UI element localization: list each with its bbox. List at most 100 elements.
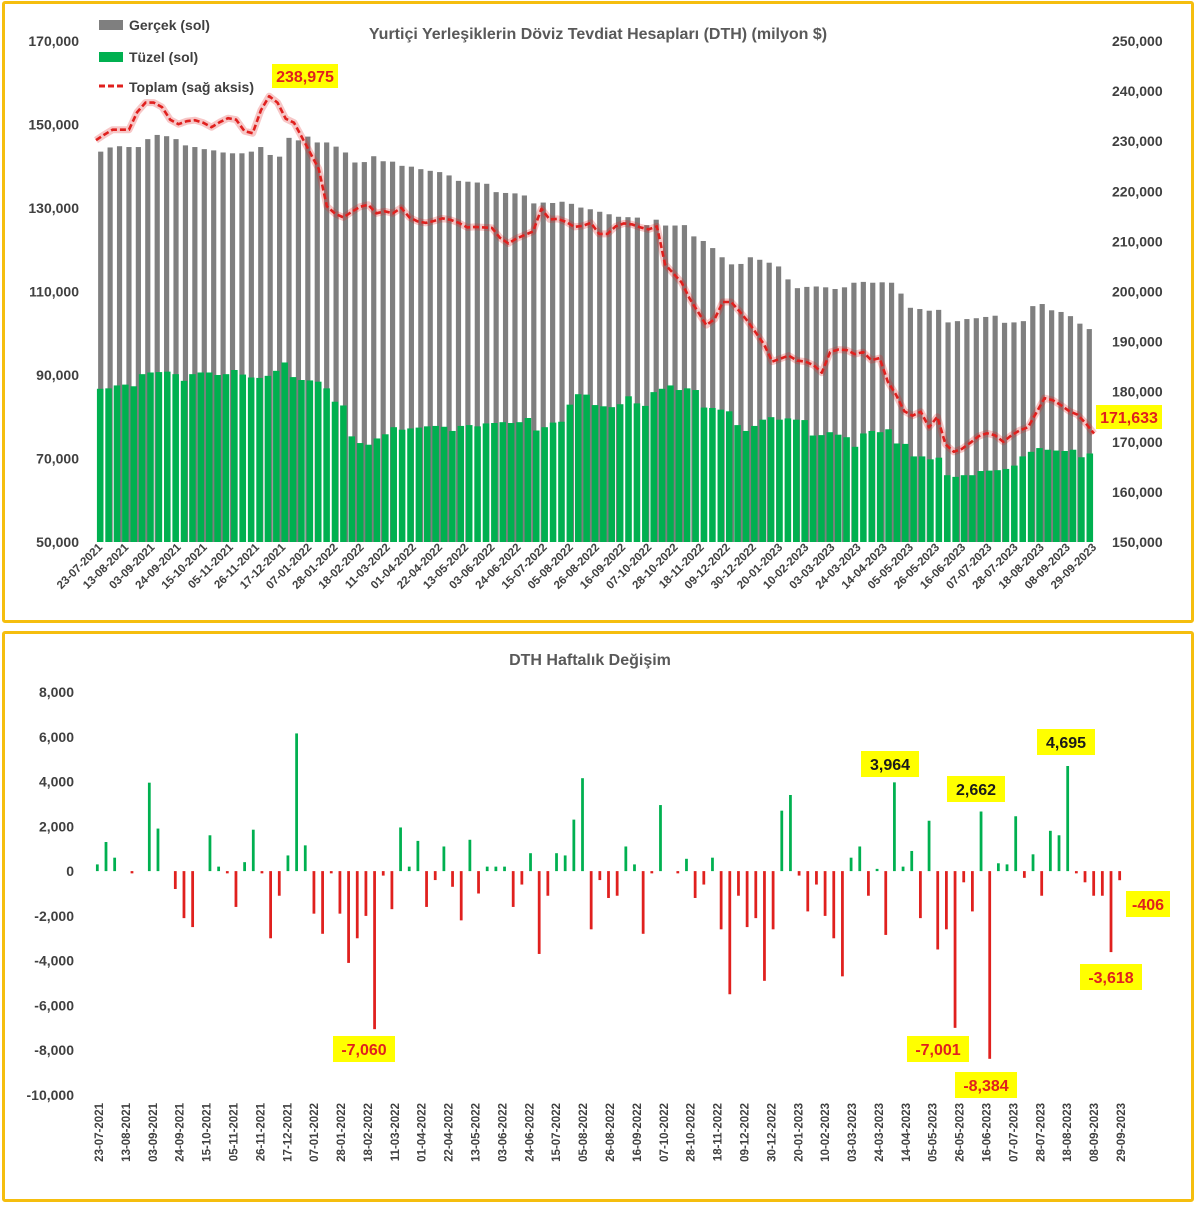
gercek-bar xyxy=(455,180,462,543)
gercek-bar xyxy=(295,140,302,543)
tuzel-bar xyxy=(977,471,985,542)
gercek-bar xyxy=(135,147,141,543)
decrease-bar xyxy=(589,871,593,930)
x-tick-label: 05-05-2023 xyxy=(928,1103,940,1162)
x-tick-label: 28-07-2023 xyxy=(1035,1103,1047,1162)
tuzel-bar xyxy=(1078,457,1085,542)
tuzel-bar xyxy=(566,404,574,542)
bottom-y-axis-ticks: 8,000 6,000 4,000 2,000 0 -2,000 -4,000 -6,000 -… xyxy=(27,684,75,1103)
increase-bar xyxy=(1066,765,1070,872)
x-tick-label: 29-09-2023 xyxy=(1116,1103,1128,1162)
tuzel-bar xyxy=(818,435,825,542)
decrease-bar xyxy=(312,871,316,914)
decrease-bar xyxy=(763,871,766,981)
gercek-bar xyxy=(851,282,857,542)
increase-bar xyxy=(659,805,662,872)
gercek-bar xyxy=(964,319,970,542)
decrease-bar xyxy=(728,871,732,995)
increase-bar xyxy=(624,846,628,872)
tuzel-bar xyxy=(1019,456,1026,542)
decrease-bar xyxy=(745,871,749,928)
tuzel-bar xyxy=(625,396,632,542)
tuzel-bar xyxy=(893,443,901,542)
decrease-bar xyxy=(1100,871,1104,896)
y-tick-label: -10,000 xyxy=(27,1087,75,1103)
decrease-bar xyxy=(945,871,948,930)
y-tick-label: -4,000 xyxy=(34,953,74,969)
tuzel-bar xyxy=(725,411,733,542)
y-tick-label: 170,000 xyxy=(28,33,79,49)
increase-bar xyxy=(555,853,558,872)
gercek-series xyxy=(98,134,1092,543)
tuzel-bar xyxy=(717,409,725,542)
gercek-bar xyxy=(804,286,810,542)
x-tick-label: 09-12-2022 xyxy=(739,1103,751,1162)
callout: -406 xyxy=(1126,891,1170,917)
tuzel-bar xyxy=(172,374,179,542)
gercek-bar xyxy=(286,137,292,543)
gercek-bar xyxy=(173,139,179,543)
decrease-bar xyxy=(269,871,272,939)
gercek-bar xyxy=(446,175,452,542)
tuzel-bar xyxy=(1061,450,1068,542)
gercek-bar xyxy=(945,322,951,542)
gercek-bar xyxy=(239,153,245,542)
gercek-bar xyxy=(785,279,791,542)
gercek-bar xyxy=(597,211,603,542)
increase-bar xyxy=(1005,864,1009,872)
gercek-bar xyxy=(550,202,556,543)
gercek-bar xyxy=(728,264,735,542)
gercek-bar xyxy=(1001,322,1008,542)
chart-title-top: Yurtiçi Yerleşiklerin Döviz Tevdiat Hesa… xyxy=(369,26,827,43)
gercek-bar xyxy=(578,207,584,542)
toplam-series xyxy=(94,92,1097,456)
tuzel-bar xyxy=(449,430,456,542)
y2-tick-label: 210,000 xyxy=(1112,233,1163,249)
tuzel-bar xyxy=(801,420,808,542)
tuzel-bar xyxy=(658,388,666,542)
increase-bar xyxy=(1031,854,1035,872)
x-tick-label: 30-12-2022 xyxy=(766,1103,778,1162)
decrease-bar xyxy=(737,871,740,896)
callout-value: -8,384 xyxy=(963,1078,1008,1095)
callout-bg xyxy=(272,64,338,88)
increase-bar xyxy=(711,857,714,872)
gercek-bar xyxy=(1077,323,1083,542)
callout-bg xyxy=(1080,964,1142,990)
y-tick-label: -8,000 xyxy=(34,1042,74,1058)
gercek-bar xyxy=(587,209,593,542)
decrease-bar xyxy=(1109,871,1113,953)
tuzel-bar xyxy=(667,385,674,542)
gercek-bar xyxy=(352,162,358,542)
gercek-bar xyxy=(531,203,537,542)
x-tick-label: 26-11-2021 xyxy=(255,1102,267,1161)
weekly-change-callouts: -7,060 3,964 2,662 4,695 -7,001 -8,384 -… xyxy=(333,729,1170,1098)
x-tick-label: 18-02-2022 xyxy=(363,1103,375,1162)
tuzel-bar xyxy=(214,375,221,542)
tuzel-bar xyxy=(356,443,364,542)
gercek-bar xyxy=(738,263,744,542)
decrease-bar xyxy=(390,871,394,910)
callout-value: -406 xyxy=(1132,897,1164,914)
tuzel-bar xyxy=(180,380,188,542)
callout-bg xyxy=(1096,405,1162,429)
decrease-bar xyxy=(329,871,333,874)
tuzel-bar xyxy=(423,426,431,542)
x-tick-label: 24-09-2021 xyxy=(175,1102,187,1161)
decrease-bar xyxy=(719,871,723,930)
increase-bar xyxy=(407,866,411,872)
y-tick-label: 110,000 xyxy=(29,284,79,300)
x-tick-label: 10-02-2023 xyxy=(820,1103,832,1162)
decrease-bar xyxy=(919,871,922,919)
gercek-bar xyxy=(437,172,443,542)
chart-title-bottom: DTH Haftalık Değişim xyxy=(509,652,671,669)
tuzel-bar xyxy=(96,388,104,542)
tuzel-bar xyxy=(289,377,297,542)
decrease-bar xyxy=(451,871,454,887)
decrease-bar xyxy=(373,871,376,1030)
tuzel-bar xyxy=(692,390,699,542)
tuzel-bar xyxy=(776,419,783,542)
tuzel-bar xyxy=(348,436,356,542)
gercek-bar xyxy=(465,181,471,542)
tuzel-bar xyxy=(616,404,624,542)
